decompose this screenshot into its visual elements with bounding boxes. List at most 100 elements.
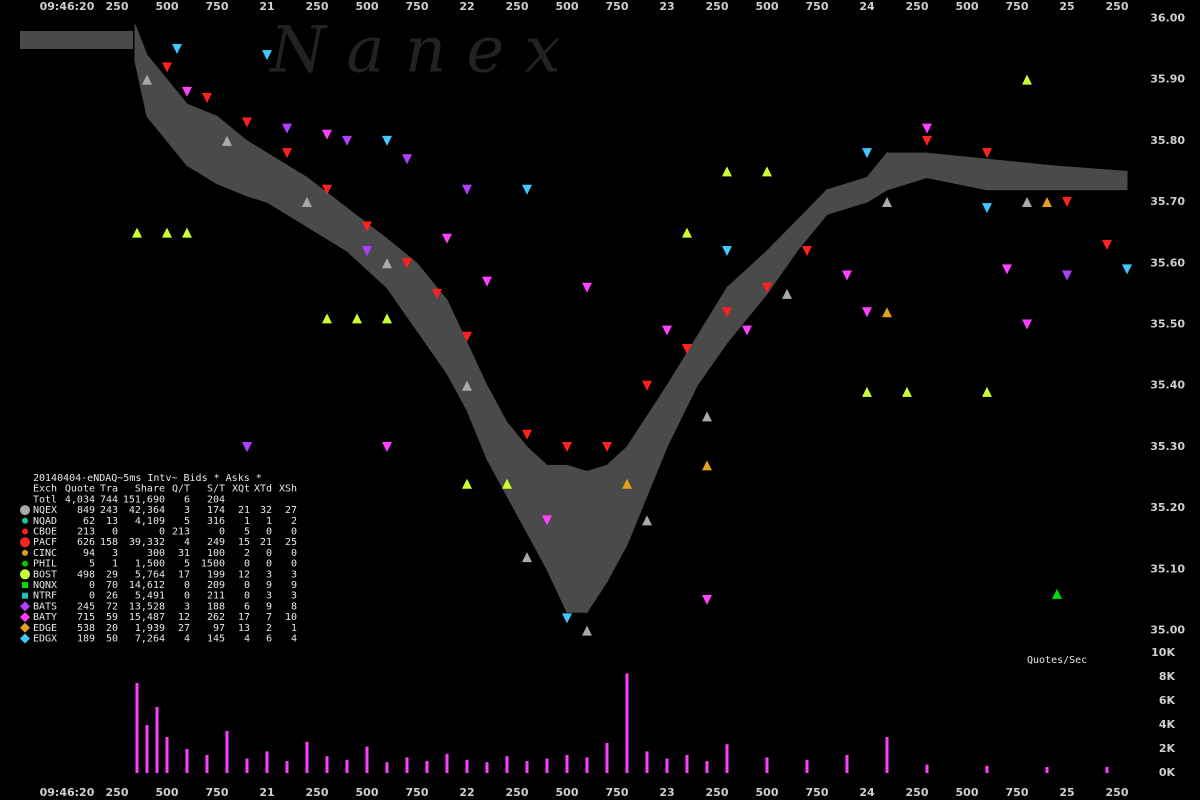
table-cell: 3 [184, 601, 190, 612]
legend-marker [20, 622, 30, 633]
bar [225, 731, 229, 773]
y-tick-label: 36.00 [1150, 11, 1185, 24]
table-title: 20140404-eNDAQ~5ms Intv~ Bids * Asks * [33, 473, 262, 484]
y-tick-label: 35.40 [1150, 379, 1185, 392]
x-tick-label: 250 [1106, 786, 1129, 799]
x-tick-label: 750 [806, 786, 829, 799]
table-cell: NTRF [33, 591, 57, 602]
bar [285, 761, 289, 773]
table-cell: 3 [291, 569, 297, 580]
bid-marker [702, 411, 712, 422]
table-cell: 10 [285, 612, 297, 623]
table-cell: 0 [184, 591, 190, 602]
watermark: N a n e x [268, 14, 561, 88]
bar [765, 757, 769, 773]
table-cell: 626 [77, 537, 95, 548]
table-cell: Totl [33, 494, 57, 505]
table-cell: 4 [244, 634, 250, 645]
legend-marker [22, 549, 28, 556]
table-cell: 9 [266, 601, 272, 612]
y-tick-label: 2K [1159, 742, 1176, 755]
table-cell: 3 [291, 591, 297, 602]
table-cell: 849 [77, 505, 95, 516]
table-cell: 3 [266, 569, 272, 580]
legend-marker [22, 592, 28, 599]
x-tick-label: 500 [156, 0, 179, 13]
price-band [566, 464, 588, 613]
bid-marker [582, 625, 592, 636]
ask-marker [1122, 264, 1132, 275]
x-tick-label: 500 [556, 786, 579, 799]
bid-marker [882, 197, 892, 208]
table-cell: 6 [244, 601, 250, 612]
x-tick-label: 22 [459, 786, 474, 799]
x-tick-label: 500 [356, 786, 379, 799]
table-cell: 204 [207, 494, 225, 505]
y-tick-label: 8K [1159, 670, 1176, 683]
bid-marker [782, 288, 792, 299]
table-cell: 4 [291, 634, 297, 645]
table-cell: 145 [207, 634, 225, 645]
table-cell: 1 [266, 516, 272, 527]
table-cell: 0 [244, 580, 250, 591]
bar [725, 744, 729, 773]
bid-marker [182, 227, 192, 238]
table-cell: 0 [266, 559, 272, 570]
bar [325, 756, 329, 773]
x-tick-label: 500 [556, 0, 579, 13]
table-cell: 316 [207, 516, 225, 527]
ask-marker [722, 307, 732, 318]
table-cell: 5 [184, 559, 190, 570]
ask-marker [982, 203, 992, 214]
ask-marker [402, 258, 412, 269]
legend-marker [20, 601, 30, 612]
y-tick-label: 0K [1159, 766, 1176, 779]
table-cell: BOST [33, 569, 57, 580]
ask-marker [382, 135, 392, 146]
bar [625, 673, 629, 773]
table-cell: 39,332 [129, 537, 165, 548]
table-cell: 70 [106, 580, 118, 591]
ask-marker [842, 270, 852, 281]
ask-marker [1002, 264, 1012, 275]
bar [485, 762, 489, 773]
table-cell: 5 [184, 516, 190, 527]
bar [1045, 767, 1049, 773]
table-cell: 538 [77, 623, 95, 634]
x-tick-label: 500 [756, 786, 779, 799]
bid-marker [1042, 197, 1052, 208]
table-cell: 7,264 [135, 634, 165, 645]
x-tick-label: 500 [956, 0, 979, 13]
bar [845, 755, 849, 773]
bid-marker [722, 166, 732, 177]
table-cell: 20 [106, 623, 118, 634]
x-tick-label: 500 [356, 0, 379, 13]
ask-marker [322, 129, 332, 140]
legend-marker [22, 517, 28, 524]
table-header: XTd [254, 484, 272, 495]
ask-marker [1022, 319, 1032, 330]
ask-marker [242, 441, 252, 452]
ask-marker [402, 154, 412, 165]
ask-marker [382, 441, 392, 452]
bid-marker [322, 313, 332, 324]
table-cell: PACF [33, 537, 57, 548]
bid-marker [1052, 588, 1062, 599]
table-cell: 3 [184, 505, 190, 516]
table-cell: 0 [159, 527, 165, 538]
table-cell: 0 [184, 580, 190, 591]
table-cell: 21 [238, 505, 250, 516]
bar [885, 737, 889, 773]
bar [805, 759, 809, 773]
quotes-title: Quotes/Sec [1027, 655, 1087, 666]
ask-marker [662, 325, 672, 336]
bar [665, 758, 669, 773]
y-tick-label: 35.00 [1150, 624, 1185, 637]
table-cell: 15 [238, 537, 250, 548]
legend-marker [22, 560, 28, 567]
table-cell: 29 [106, 569, 118, 580]
table-cell: 27 [285, 505, 297, 516]
table-cell: 2 [291, 516, 297, 527]
bar [685, 755, 689, 773]
